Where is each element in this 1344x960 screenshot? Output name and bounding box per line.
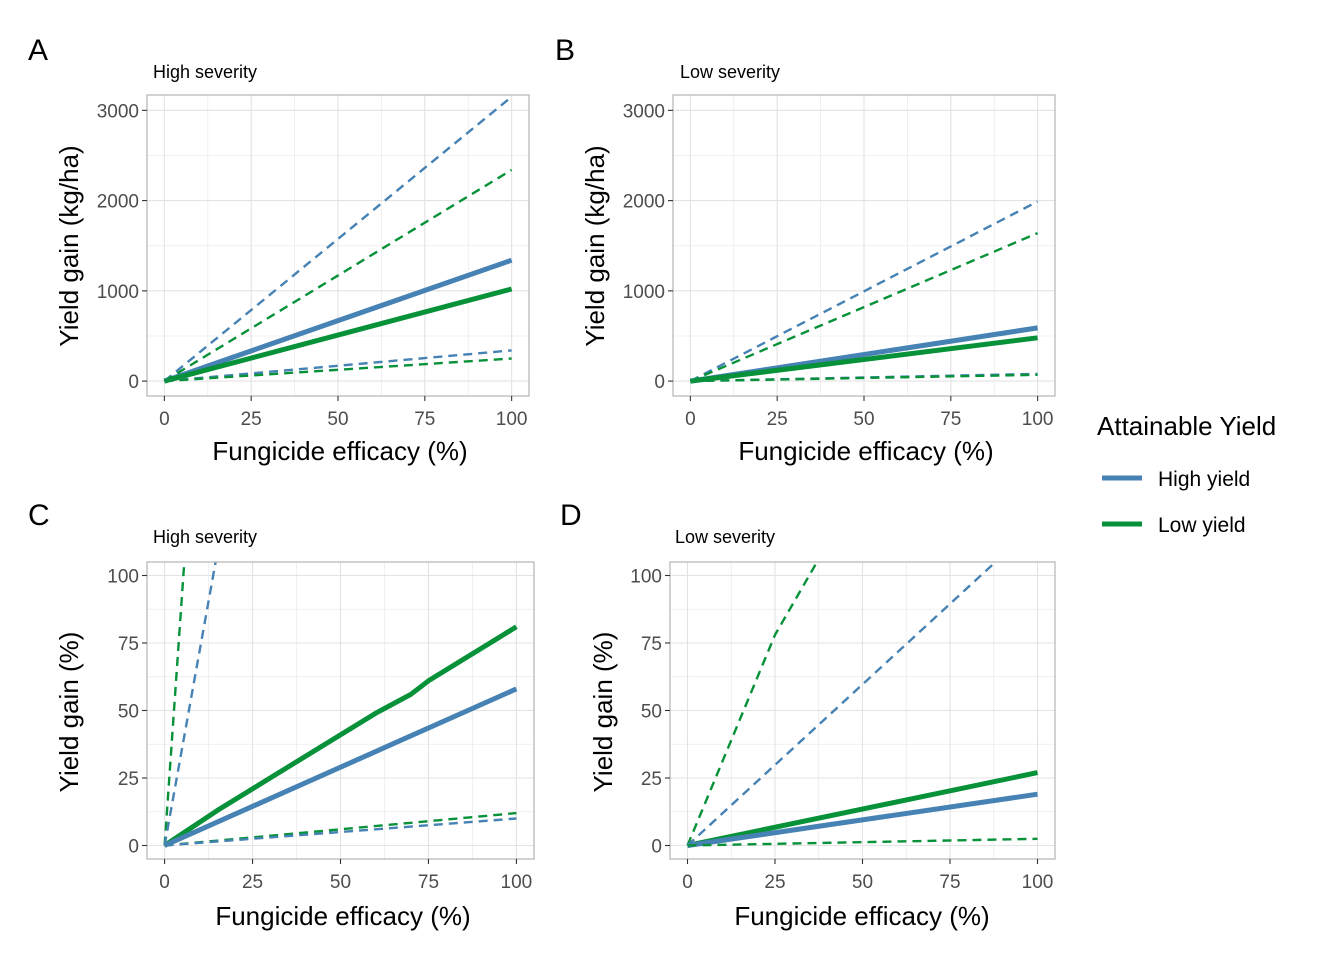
x-tick-label: 100: [496, 409, 528, 430]
series-line-low-yield-solid: [686, 770, 1039, 848]
x-tick-label: 25: [767, 409, 788, 430]
series-line-low-yield-dashed: [164, 357, 512, 383]
x-tick-label: 75: [939, 872, 960, 893]
x-tick-label: 25: [241, 409, 262, 430]
series-line-high-yield-solid: [687, 791, 1038, 848]
series-line-high-yield-solid: [163, 686, 518, 848]
x-tick-label: 100: [1022, 409, 1054, 430]
legend-label: Low yield: [1158, 514, 1246, 537]
y-tick-label: 75: [641, 634, 662, 655]
panel-tag: D: [560, 499, 582, 532]
x-tick-label: 50: [852, 872, 873, 893]
legend-item-high-yield: High yield: [1102, 468, 1250, 491]
y-tick-label: 1000: [97, 282, 139, 303]
panel-tag: A: [28, 34, 48, 67]
y-tick-label: 25: [118, 769, 139, 790]
y-tick-label: 2000: [97, 192, 139, 213]
series-line-low-yield-dashed: [163, 562, 186, 846]
y-tick-label: 0: [654, 372, 665, 393]
panel-d: 0 25 50 75 100 0 25 50 75 100 Fungicide efficacy (…: [560, 499, 1056, 931]
legend-label: High yield: [1158, 468, 1250, 491]
series-line-high-yield-dashed: [686, 562, 997, 847]
y-tick-label: 0: [651, 837, 662, 858]
series-group: [689, 200, 1039, 384]
series-group: [163, 562, 518, 848]
y-tick-label: 3000: [623, 101, 665, 122]
series-line-low-yield-solid: [163, 624, 518, 848]
y-axis-label: Yield gain (kg/ha): [580, 145, 610, 346]
y-tick-label: 50: [641, 702, 662, 723]
series-line-low-yield-solid: [163, 286, 513, 384]
y-tick-label: 25: [641, 769, 662, 790]
y-tick-label: 1000: [623, 282, 665, 303]
y-tick-label: 2000: [623, 192, 665, 213]
x-axis-label: Fungicide efficacy (%): [212, 436, 467, 466]
series-line-low-yield-dashed: [686, 562, 819, 846]
x-tick-label: 25: [242, 872, 263, 893]
legend-item-low-yield: Low yield: [1102, 514, 1246, 537]
panel-subtitle: High severity: [153, 527, 257, 547]
panel-tag: B: [555, 34, 575, 67]
x-axis-label: Fungicide efficacy (%): [734, 901, 989, 931]
panel-tag: C: [28, 499, 50, 532]
x-tick-label: 0: [685, 409, 696, 430]
grid: [147, 95, 529, 396]
x-axis-label: Fungicide efficacy (%): [215, 901, 470, 931]
series-line-low-yield-dashed: [690, 373, 1038, 383]
x-axis-label: Fungicide efficacy (%): [738, 436, 993, 466]
x-tick-label: 75: [418, 872, 439, 893]
x-tick-label: 100: [501, 872, 533, 893]
grid: [673, 95, 1055, 396]
y-tick-label: 100: [107, 567, 139, 588]
series-line-high-yield-dashed: [689, 200, 1039, 383]
y-tick-label: 3000: [97, 101, 139, 122]
series-line-low-yield-dashed: [687, 837, 1038, 847]
series-line-low-yield-dashed: [689, 231, 1039, 383]
x-tick-label: 50: [853, 409, 874, 430]
panel-subtitle: Low severity: [675, 527, 775, 547]
panel-subtitle: Low severity: [680, 62, 780, 82]
panel-c: 0 25 50 75 100 0 25 50 75 100 Fungicide efficacy (…: [28, 499, 535, 931]
x-tick-label: 0: [159, 872, 170, 893]
panel-subtitle: High severity: [153, 62, 257, 82]
series-line-high-yield-dashed: [164, 349, 512, 383]
x-tick-label: 75: [940, 409, 961, 430]
series-line-high-yield-dashed: [163, 562, 217, 846]
series-line-low-yield-dashed: [163, 168, 513, 383]
x-tick-label: 50: [330, 872, 351, 893]
x-tick-label: 75: [414, 409, 435, 430]
legend-title: Attainable Yield: [1097, 411, 1276, 441]
series-line-low-yield-solid: [690, 335, 1038, 384]
y-tick-label: 75: [118, 634, 139, 655]
x-tick-label: 50: [327, 409, 348, 430]
legend: Attainable Yield High yield Low yield: [1097, 411, 1276, 537]
y-tick-label: 50: [118, 702, 139, 723]
series-group: [163, 95, 513, 384]
y-tick-label: 100: [630, 567, 662, 588]
x-tick-label: 25: [764, 872, 785, 893]
y-axis-label: Yield gain (kg/ha): [54, 145, 84, 346]
series-group: [686, 562, 1039, 848]
series-line-high-yield-solid: [163, 257, 513, 384]
y-tick-label: 0: [128, 837, 139, 858]
grid: [147, 562, 534, 859]
x-tick-label: 100: [1022, 872, 1054, 893]
y-axis-label: Yield gain (%): [588, 632, 618, 793]
grid: [670, 562, 1055, 859]
x-tick-label: 0: [682, 872, 693, 893]
x-tick-label: 0: [159, 409, 170, 430]
y-tick-label: 0: [128, 372, 139, 393]
y-axis-label: Yield gain (%): [54, 632, 84, 793]
